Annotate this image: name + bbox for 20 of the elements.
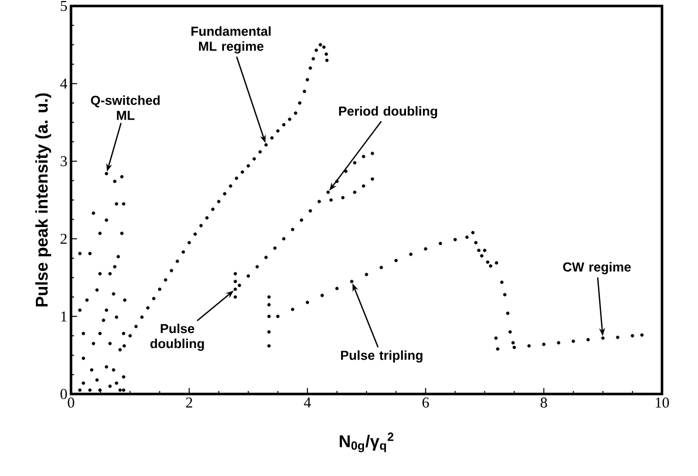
annotation: CW regime	[563, 262, 631, 274]
x-tick-label: 2	[186, 398, 192, 408]
x-tick-label: 4	[304, 398, 311, 408]
x-tick-label: 0	[68, 398, 74, 408]
text: N$_{0g}$/γ$_{q}$2	[340, 432, 394, 452]
x-tick-label: 8	[540, 398, 547, 408]
annotation: Fundamental ML regime	[191, 26, 271, 54]
y-tick-label: 0	[60, 388, 67, 400]
annotation: Q-switched ML	[90, 95, 160, 120]
y-tick-label: 2	[60, 234, 67, 244]
y-tick-label: 3	[60, 156, 67, 166]
y-tick-label: 1	[61, 311, 67, 322]
annotation: Period doubling	[339, 106, 438, 118]
y-axis-title: Pulse peak intensity (a. u.)	[35, 93, 52, 306]
y-tick-label: 5	[60, 1, 67, 11]
x-tick-label: 6	[422, 398, 429, 408]
y-tick-label: 4	[60, 78, 68, 89]
annotation: Pulse tripling	[341, 350, 422, 363]
x-tick-label: 10	[656, 398, 669, 408]
annotation: Pulse doubling	[150, 324, 204, 351]
